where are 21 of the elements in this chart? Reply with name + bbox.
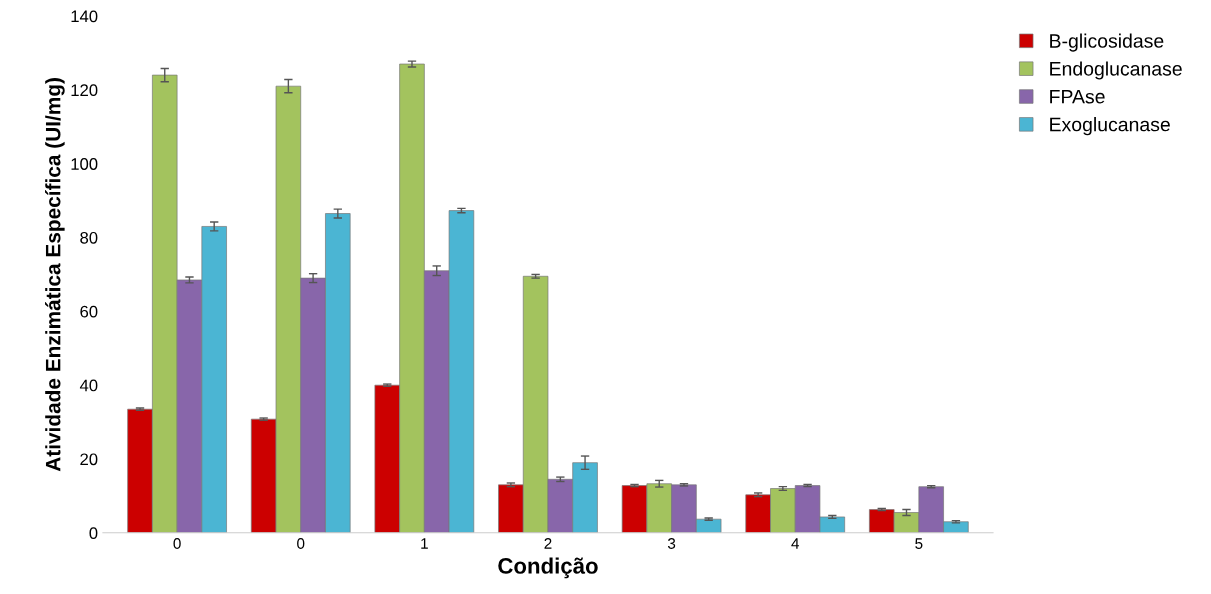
y-tick-label: 60: [80, 305, 98, 318]
legend-label: Endoglucanase: [1050, 61, 1182, 80]
x-tick-label: 3: [667, 538, 676, 549]
legend-label: FPAse: [1050, 89, 1105, 104]
x-tick-label: 5: [915, 538, 923, 549]
y-tick-label: 120: [71, 84, 98, 97]
x-tick-label: 2: [544, 538, 552, 549]
x-tick-label: 1: [421, 538, 428, 549]
y-tick-label: 0: [89, 527, 98, 540]
legend-label: B-glicosidase: [1050, 33, 1164, 52]
x-tick-label: 0: [173, 538, 181, 549]
y-tick-label: 140: [71, 10, 98, 23]
y-tick-label: 100: [71, 158, 98, 170]
y-tick-label: 80: [80, 231, 98, 244]
x-axis-title: Condição: [498, 557, 598, 579]
y-tick-label: 40: [79, 379, 98, 392]
x-tick-label: 4: [791, 538, 800, 549]
y-axis-title: Atividade Enzimática Específica (UI/mg): [45, 78, 65, 472]
x-tick-label: 0: [297, 538, 305, 549]
y-tick-label: 20: [80, 453, 98, 466]
legend-label: Exoglucanase: [1050, 117, 1170, 136]
